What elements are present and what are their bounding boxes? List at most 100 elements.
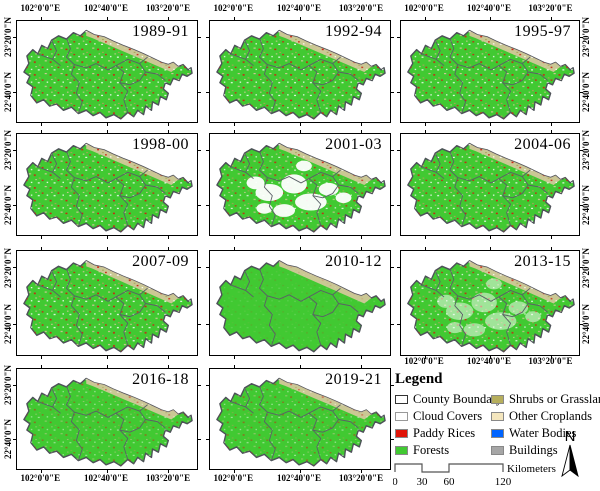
lat-tick-label: 23°20'0"N bbox=[3, 130, 13, 171]
axis-ticks bbox=[210, 17, 390, 21]
lon-tick-label: 103°20'0"E bbox=[146, 3, 191, 13]
lon-tick-label: 102°40'0"E bbox=[466, 3, 512, 13]
axis-ticks bbox=[210, 235, 390, 239]
axis-ticks bbox=[197, 134, 201, 235]
legend: Legend County Boundary Cloud Covers Padd… bbox=[393, 368, 600, 491]
lon-tick-label: 102°40'0"E bbox=[276, 473, 322, 483]
map-panel-1992-94: 1992-94 bbox=[206, 17, 394, 126]
axis-ticks bbox=[13, 251, 17, 355]
axis-ticks bbox=[390, 134, 394, 235]
panel-period-label: 2013-15 bbox=[514, 253, 571, 270]
legend-label: Cloud Covers bbox=[413, 409, 483, 423]
axis-ticks bbox=[401, 130, 579, 134]
panel-period-label: 1989-91 bbox=[132, 23, 189, 40]
legend-swatch-other-croplands bbox=[491, 412, 504, 421]
lon-tick-label: 102°40'0"E bbox=[83, 473, 129, 483]
top-axis-labels-col2: 102°0'0"E 102°40'0"E 103°20'0"E bbox=[209, 3, 389, 16]
legend-item-water-bodies: Water Bodies bbox=[491, 425, 600, 442]
legend-swatch-water-bodies bbox=[491, 429, 504, 438]
axis-ticks bbox=[390, 369, 394, 469]
axis-ticks bbox=[206, 134, 210, 235]
panel-period-label: 1998-00 bbox=[132, 136, 189, 153]
axis-ticks bbox=[210, 122, 390, 126]
legend-label: Other Croplands bbox=[509, 409, 592, 423]
axis-ticks bbox=[13, 21, 17, 122]
bottom-axis-labels-col1: 102°0'0"E 102°40'0"E 103°20'0"E bbox=[16, 473, 196, 486]
axis-ticks bbox=[401, 247, 579, 251]
axis-ticks bbox=[397, 21, 401, 122]
scale-tick-label: 0 bbox=[393, 476, 398, 488]
lon-tick-label: 103°20'0"E bbox=[528, 356, 573, 366]
axis-ticks bbox=[206, 251, 210, 355]
legend-swatch-shrubs-or-grasslands bbox=[491, 395, 504, 404]
legend-item-forests: Forests bbox=[395, 442, 489, 459]
legend-item-county-boundary: County Boundary bbox=[395, 391, 502, 408]
map-panel-2016-18: 2016-18 bbox=[13, 365, 201, 473]
map-panel-2001-03: 2001-03 bbox=[206, 130, 394, 239]
axis-ticks bbox=[197, 251, 201, 355]
legend-label: Water Bodies bbox=[509, 426, 577, 440]
map-panel-1995-97: 1995-97 bbox=[397, 17, 583, 126]
map-panel-2007-09: 2007-09 bbox=[13, 247, 201, 359]
axis-ticks bbox=[17, 247, 197, 251]
north-arrow: N bbox=[556, 429, 584, 483]
map-panel-2004-06: 2004-06 bbox=[397, 130, 583, 239]
north-arrow-glyph bbox=[561, 444, 579, 478]
map-panel-1998-00: 1998-00 bbox=[13, 130, 201, 239]
lat-tick-label: 22°40'0"N bbox=[3, 184, 13, 225]
axis-ticks bbox=[17, 235, 197, 239]
axis-ticks bbox=[17, 130, 197, 134]
map-panel-2019-21: 2019-21 bbox=[206, 365, 394, 473]
map-panel-2013-15: 2013-15 bbox=[397, 247, 583, 359]
bottom-axis-labels-col2: 102°0'0"E 102°40'0"E 103°20'0"E bbox=[209, 473, 389, 486]
legend-item-paddy-rices: Paddy Rices bbox=[395, 425, 489, 442]
legend-item-shrubs-or-grasslands: Shrubs or Grasslands bbox=[491, 391, 600, 408]
scale-tick-label: 60 bbox=[444, 476, 456, 488]
axis-ticks bbox=[579, 21, 583, 122]
legend-swatch-buildings bbox=[491, 446, 504, 455]
axis-ticks bbox=[13, 369, 17, 469]
lon-tick-label: 103°20'0"E bbox=[528, 3, 573, 13]
lon-tick-label: 102°0'0"E bbox=[20, 473, 61, 483]
lon-tick-label: 102°0'0"E bbox=[213, 3, 254, 13]
top-axis-labels-col1: 102°0'0"E 102°40'0"E 103°20'0"E bbox=[16, 3, 196, 16]
panel-period-label: 2007-09 bbox=[132, 253, 189, 270]
lon-tick-label: 102°40'0"E bbox=[276, 3, 322, 13]
legend-swatch-county-boundary bbox=[395, 395, 408, 404]
axis-ticks bbox=[210, 355, 390, 359]
axis-ticks bbox=[390, 21, 394, 122]
legend-label: Paddy Rices bbox=[413, 426, 476, 440]
panel-period-label: 2016-18 bbox=[132, 371, 189, 388]
lon-tick-label: 102°40'0"E bbox=[466, 356, 512, 366]
panel-period-label: 2001-03 bbox=[325, 136, 382, 153]
lat-tick-label: 22°40'0"N bbox=[3, 71, 13, 112]
axis-ticks bbox=[17, 122, 197, 126]
axis-ticks bbox=[17, 355, 197, 359]
axis-ticks bbox=[397, 134, 401, 235]
lon-tick-label: 103°20'0"E bbox=[339, 473, 384, 483]
axis-ticks bbox=[579, 134, 583, 235]
legend-title: Legend bbox=[395, 371, 443, 387]
map-panel-1989-91: 1989-91 bbox=[13, 17, 201, 126]
legend-swatch-paddy-rices bbox=[395, 429, 408, 438]
axis-ticks bbox=[397, 251, 401, 355]
axis-ticks bbox=[206, 369, 210, 469]
lat-tick-label: 23°20'0"N bbox=[3, 247, 13, 288]
axis-ticks bbox=[210, 469, 390, 473]
top-axis-labels-col3: 102°0'0"E 102°40'0"E 103°20'0"E bbox=[400, 3, 578, 16]
axis-ticks bbox=[17, 17, 197, 21]
axis-ticks bbox=[197, 21, 201, 122]
legend-label: Shrubs or Grasslands bbox=[509, 392, 600, 406]
axis-ticks bbox=[210, 247, 390, 251]
panel-period-label: 2010-12 bbox=[325, 253, 382, 270]
lon-tick-label: 102°40'0"E bbox=[83, 3, 129, 13]
scale-tick-label: 120 bbox=[495, 476, 512, 488]
panel-period-label: 1992-94 bbox=[325, 23, 382, 40]
panel-period-label: 2019-21 bbox=[325, 371, 382, 388]
axis-ticks bbox=[401, 17, 579, 21]
lon-tick-label: 102°0'0"E bbox=[20, 3, 61, 13]
lat-tick-label: 23°20'0"N bbox=[3, 17, 13, 58]
axis-ticks bbox=[579, 251, 583, 355]
legend-swatch-forests bbox=[395, 446, 408, 455]
